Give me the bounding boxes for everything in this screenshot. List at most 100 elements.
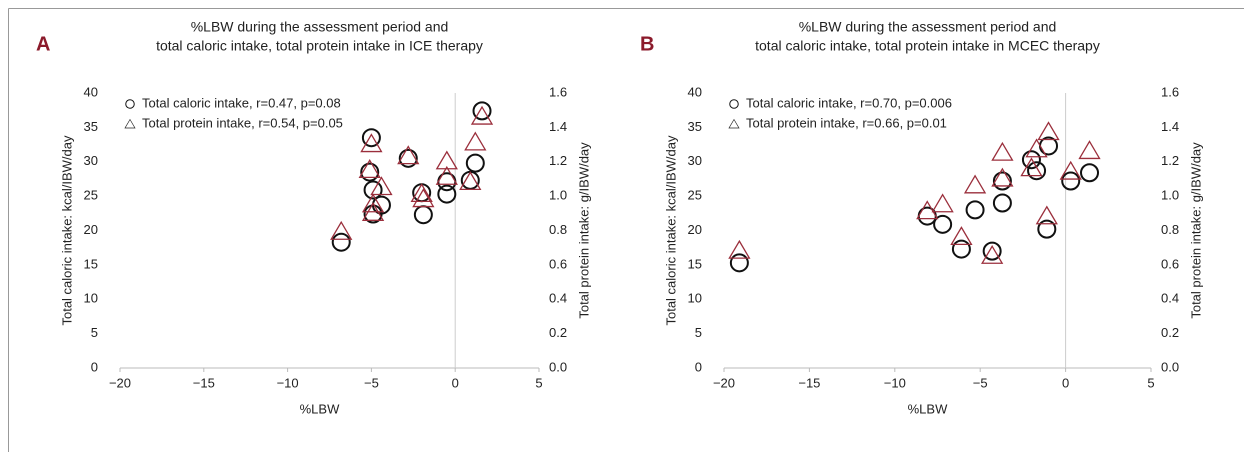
- y2-tick-label: 0.6: [1161, 256, 1179, 271]
- y2-tick-label: 1.6: [1161, 84, 1179, 99]
- y2-tick-label: 1.0: [549, 188, 567, 203]
- point: [363, 204, 383, 224]
- y-tick-label: 5: [695, 325, 702, 340]
- point: [410, 183, 433, 203]
- point: [1037, 121, 1060, 141]
- x-axis-label: %LBW: [908, 401, 948, 416]
- point: [358, 159, 381, 178]
- point: [361, 128, 381, 148]
- point: [435, 165, 458, 185]
- legend-marker: [124, 118, 136, 129]
- x-tick-label: 0: [1062, 375, 1069, 390]
- y2-tick-label: 1.2: [1161, 153, 1179, 168]
- y-tick-label: 40: [84, 84, 98, 99]
- y2-tick-label: 0.2: [1161, 325, 1179, 340]
- point: [992, 193, 1012, 213]
- y2-tick-label: 0.6: [549, 256, 567, 271]
- x-tick-label: −5: [364, 375, 379, 390]
- y-axis-label: Total caloric intake: kcal/IBW/day: [59, 135, 74, 326]
- chart-title: total caloric intake, total protein inta…: [755, 38, 1100, 54]
- point: [397, 145, 420, 165]
- x-tick-label: −10: [884, 375, 906, 390]
- point: [916, 200, 939, 220]
- point: [981, 244, 1004, 264]
- point: [470, 105, 494, 125]
- point: [370, 176, 393, 196]
- y-tick-label: 0: [695, 359, 702, 374]
- y2-tick-label: 1.0: [1161, 188, 1179, 203]
- point: [1021, 150, 1041, 170]
- x-tick-label: −20: [713, 375, 735, 390]
- y-tick-label: 15: [688, 256, 702, 271]
- point: [951, 239, 971, 259]
- y-tick-label: 10: [84, 291, 98, 306]
- point: [728, 239, 751, 259]
- y2-tick-label: 1.2: [549, 153, 567, 168]
- point: [963, 174, 987, 194]
- legend-marker: [728, 118, 740, 129]
- point: [965, 200, 985, 220]
- y2-axis-label: Total protein intake: g/IBW/day: [576, 142, 591, 319]
- chart-title: %LBW during the assessment period and: [191, 19, 449, 35]
- y-tick-label: 25: [84, 188, 98, 203]
- y-tick-label: 35: [688, 119, 702, 134]
- point: [412, 188, 435, 208]
- y-tick-label: 25: [688, 188, 702, 203]
- point: [360, 162, 380, 182]
- legend-label: Total protein intake, r=0.54, p=0.05: [142, 115, 343, 130]
- y2-tick-label: 0.0: [549, 359, 567, 374]
- y-tick-label: 0: [91, 359, 98, 374]
- y2-tick-label: 0.8: [1161, 222, 1179, 237]
- point: [363, 180, 383, 200]
- y2-tick-label: 0.0: [1161, 359, 1179, 374]
- point: [1037, 219, 1057, 239]
- chart-title: %LBW during the assessment period and: [799, 19, 1057, 35]
- y-axis-label: Total caloric intake: kcal/IBW/day: [663, 135, 678, 326]
- x-axis-label: %LBW: [300, 401, 340, 416]
- point: [1035, 205, 1058, 225]
- point: [1080, 163, 1100, 183]
- point: [1061, 171, 1081, 191]
- point: [991, 167, 1014, 187]
- point: [729, 253, 749, 273]
- y-tick-label: 30: [688, 153, 702, 168]
- chart-title: total caloric intake, total protein inta…: [156, 38, 483, 54]
- x-tick-label: 5: [535, 375, 542, 390]
- legend-label: Total caloric intake, r=0.70, p=0.006: [746, 95, 952, 110]
- point: [931, 193, 954, 213]
- y2-tick-label: 0.4: [1161, 291, 1179, 306]
- y2-tick-label: 1.4: [549, 119, 567, 134]
- y-tick-label: 20: [84, 222, 98, 237]
- y-tick-label: 20: [688, 222, 702, 237]
- point: [933, 214, 953, 234]
- point: [1020, 157, 1043, 177]
- point: [459, 171, 482, 191]
- y2-axis-label: Total protein intake: g/IBW/day: [1188, 142, 1203, 319]
- y-tick-label: 30: [84, 153, 98, 168]
- point: [361, 202, 385, 221]
- x-tick-label: −15: [798, 375, 820, 390]
- y2-tick-label: 1.6: [549, 84, 567, 99]
- y2-tick-label: 0.8: [549, 222, 567, 237]
- x-tick-label: −20: [109, 375, 131, 390]
- legend-label: Total protein intake, r=0.66, p=0.01: [746, 115, 947, 130]
- point: [1027, 161, 1047, 181]
- y-tick-label: 40: [688, 84, 702, 99]
- panel-label: B: [640, 33, 654, 55]
- point: [413, 205, 433, 225]
- x-tick-label: −10: [277, 375, 299, 390]
- y-tick-label: 5: [91, 325, 98, 340]
- point: [464, 131, 487, 151]
- point: [950, 226, 973, 246]
- x-tick-label: −5: [973, 375, 988, 390]
- y2-tick-label: 1.4: [1161, 119, 1179, 134]
- point: [437, 172, 457, 192]
- point: [1025, 138, 1048, 158]
- point: [435, 150, 458, 170]
- point: [1078, 140, 1101, 160]
- point: [991, 141, 1014, 161]
- y-tick-label: 10: [688, 291, 702, 306]
- legend-marker: [729, 99, 739, 109]
- y-tick-label: 15: [84, 256, 98, 271]
